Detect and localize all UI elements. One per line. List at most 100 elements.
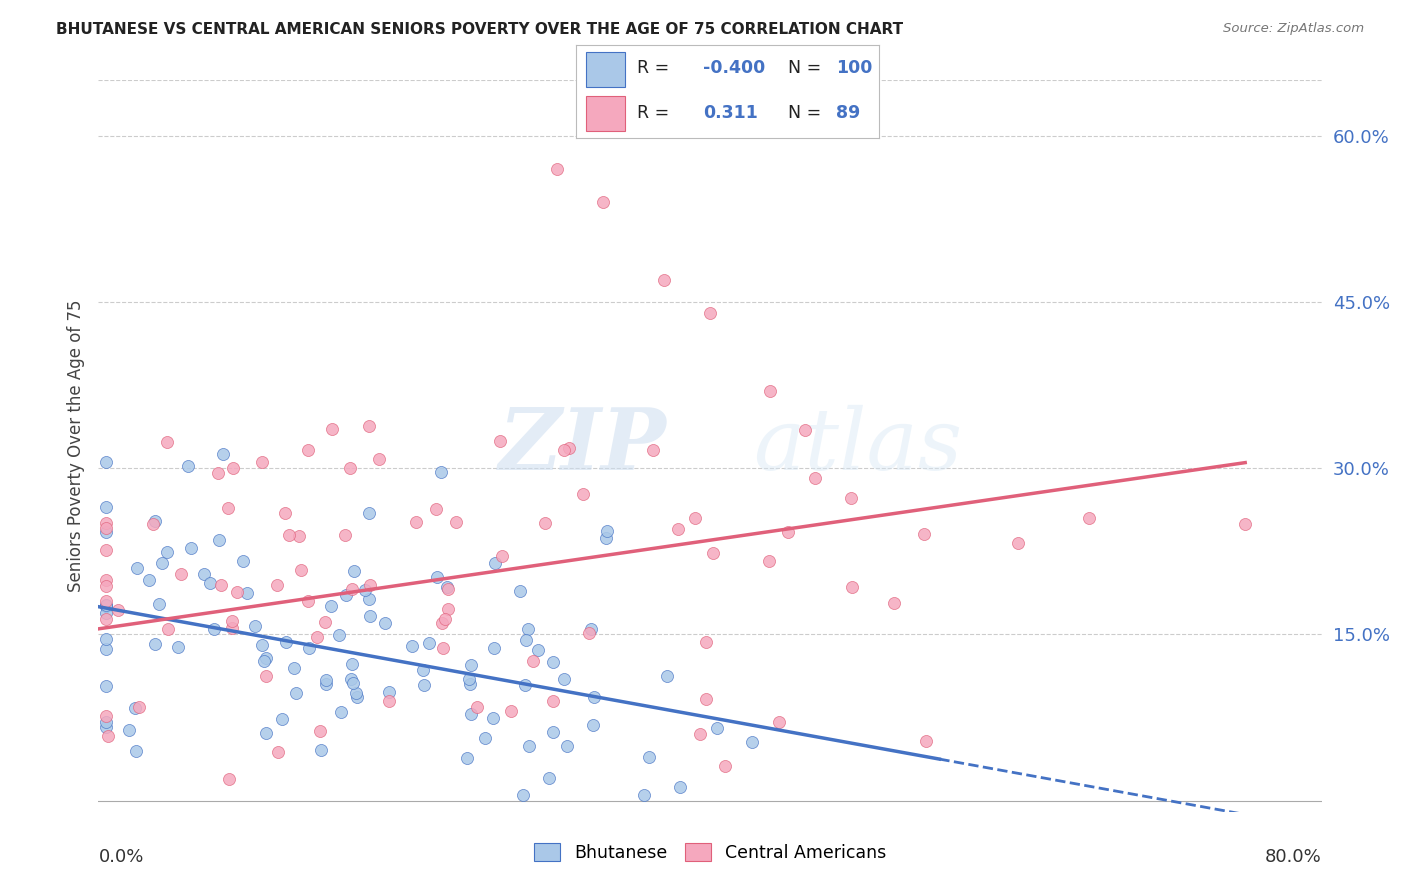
Point [578,625,600,640]
Point [401,639,423,653]
Text: -0.400: -0.400 [703,60,766,78]
Point [309,724,332,739]
Point [94,594,117,608]
Point [655,668,678,682]
Point [274,506,297,520]
Point [150,557,173,571]
Point [543,655,565,669]
Text: R =: R = [637,104,669,122]
Point [426,570,449,584]
Point [343,565,366,579]
Point [97,729,120,743]
Point [254,650,277,665]
Point [218,772,240,786]
Point [315,673,337,687]
Point [413,678,436,692]
Point [768,715,790,730]
Point [702,546,724,560]
Point [94,500,117,515]
Point [143,514,166,528]
Point [221,621,243,635]
Point [412,663,434,677]
Point [94,524,117,539]
Point [235,586,257,600]
Point [513,678,536,692]
Point [124,744,146,758]
Point [430,465,453,479]
Point [537,771,560,785]
Point [285,685,308,699]
Point [527,642,550,657]
Point [314,615,336,629]
Point [127,561,149,575]
Point [328,628,350,642]
Point [202,622,225,636]
Point [841,491,863,506]
Point [297,594,319,608]
Text: N =: N = [787,60,821,78]
Point [329,705,352,719]
Point [546,161,568,176]
Point [460,658,482,673]
Point [342,676,364,690]
Point [793,423,815,437]
Point [157,622,180,636]
Point [517,622,540,636]
Point [340,672,363,686]
Text: N =: N = [787,104,821,122]
Point [298,641,321,656]
Point [509,583,531,598]
Point [456,751,478,765]
Point [582,690,605,704]
Point [94,642,117,657]
Point [207,466,229,480]
Point [94,679,117,693]
Point [339,461,361,475]
Point [360,609,382,624]
Point [553,672,575,686]
Point [714,759,737,773]
Point [555,739,578,753]
Point [344,686,367,700]
Point [912,527,935,541]
Point [297,443,319,458]
Point [232,554,254,568]
Point [501,704,523,718]
Point [804,471,827,485]
Text: ZIP: ZIP [499,404,668,488]
Point [488,434,510,448]
Point [432,641,454,656]
Point [460,677,482,691]
Point [638,750,661,764]
Point [94,599,117,613]
Point [225,584,247,599]
Point [482,641,505,656]
Point [592,195,614,210]
Point [222,461,245,475]
Point [430,615,453,630]
Text: BHUTANESE VS CENTRAL AMERICAN SENIORS POVERTY OVER THE AGE OF 75 CORRELATION CHA: BHUTANESE VS CENTRAL AMERICAN SENIORS PO… [56,22,904,37]
Point [148,597,170,611]
Point [444,515,467,529]
Point [582,717,605,731]
Point [357,591,380,606]
Point [378,694,401,708]
Point [1078,511,1101,525]
Point [252,455,274,469]
Bar [585,52,624,87]
Point [741,734,763,748]
Point [243,619,266,633]
Point [515,632,537,647]
Point [695,692,717,706]
Point [841,580,863,594]
Point [94,521,117,535]
Point [699,306,721,320]
Point [706,721,728,735]
Text: Source: ZipAtlas.com: Source: ZipAtlas.com [1223,22,1364,36]
Point [94,709,117,723]
Point [138,573,160,587]
Point [342,657,364,671]
Point [1007,535,1029,549]
Point [467,699,489,714]
Point [277,528,299,542]
